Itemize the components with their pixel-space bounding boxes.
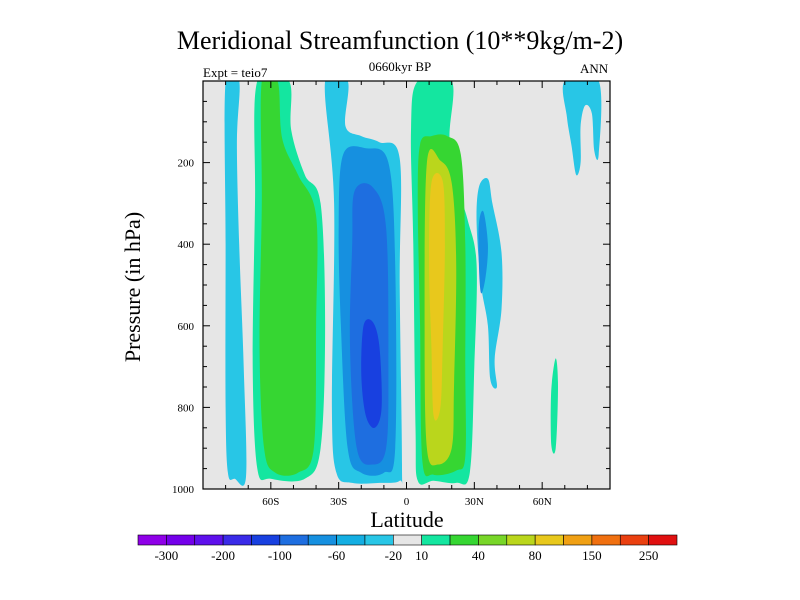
colorbar-swatch	[222, 534, 252, 546]
colorbar-swatch	[166, 534, 196, 546]
season-label: ANN	[580, 61, 609, 76]
colorbar-swatch	[393, 534, 422, 546]
colorbar-swatch	[251, 534, 281, 546]
chart-title: Meridional Streamfunction (10**9kg/m-2)	[176, 26, 624, 55]
y-tick-label: 400	[178, 239, 195, 251]
colorbar-label: 80	[529, 548, 542, 563]
colorbar-label: -60	[328, 548, 345, 563]
colorbar-swatch	[534, 534, 564, 546]
colorbar-label: -20	[385, 548, 402, 563]
colorbar-swatch	[619, 534, 649, 546]
contour-nh-ferrel-core	[478, 210, 488, 294]
y-tick-label: 800	[178, 402, 195, 414]
y-tick-label: 1000	[172, 484, 195, 496]
x-axis-label: Latitude	[370, 507, 443, 532]
contour-hadley-north-core	[429, 172, 445, 421]
colorbar-label: 150	[582, 548, 602, 563]
colorbar-swatch	[478, 534, 508, 546]
time-label: 0660kyr BP	[368, 59, 432, 74]
colorbar-label: -100	[268, 548, 292, 563]
colorbar-swatch	[307, 534, 337, 546]
x-tick-label: 30N	[465, 496, 484, 508]
colorbar-swatch	[648, 534, 678, 546]
y-axis: 200 400 600 800 1000	[172, 80, 610, 496]
x-tick-label: 60N	[533, 496, 552, 508]
contour-sh-high-lat-cell	[224, 81, 247, 486]
colorbar-label: 10	[415, 548, 428, 563]
colorbar-swatch	[591, 534, 621, 546]
x-tick-label: 0	[404, 496, 410, 508]
x-tick-label: 60S	[262, 496, 279, 508]
x-axis: 60S 30S 0 30N 60N	[202, 81, 611, 508]
colorbar-swatch	[279, 534, 309, 546]
colorbar-swatch	[563, 534, 593, 546]
colorbar: -300 -200 -100 -60 -20 10 40 80 150 250	[137, 534, 678, 563]
colorbar-label: 40	[472, 548, 485, 563]
contour-nh-small-positive	[550, 358, 558, 454]
colorbar-label: 250	[639, 548, 659, 563]
colorbar-swatch	[449, 534, 479, 546]
contour-sh-ferrel-inner	[259, 81, 318, 476]
y-tick-label: 200	[178, 158, 195, 170]
y-axis-label: Pressure (in hPa)	[120, 212, 145, 362]
contour-regions	[224, 81, 602, 486]
colorbar-swatch	[336, 534, 366, 546]
colorbar-label: -300	[154, 548, 178, 563]
colorbar-label: -200	[211, 548, 235, 563]
colorbar-swatch	[421, 534, 451, 546]
colorbar-swatch	[137, 534, 167, 546]
colorbar-swatch	[506, 534, 536, 546]
colorbar-swatch	[194, 534, 224, 546]
x-tick-label: 30S	[330, 496, 347, 508]
contour-hadley-south-core	[361, 319, 382, 429]
colorbar-swatch	[364, 534, 394, 546]
contour-nh-polar-cell	[562, 81, 602, 176]
y-tick-label: 600	[178, 321, 195, 333]
experiment-label: Expt = teio7	[203, 65, 268, 80]
